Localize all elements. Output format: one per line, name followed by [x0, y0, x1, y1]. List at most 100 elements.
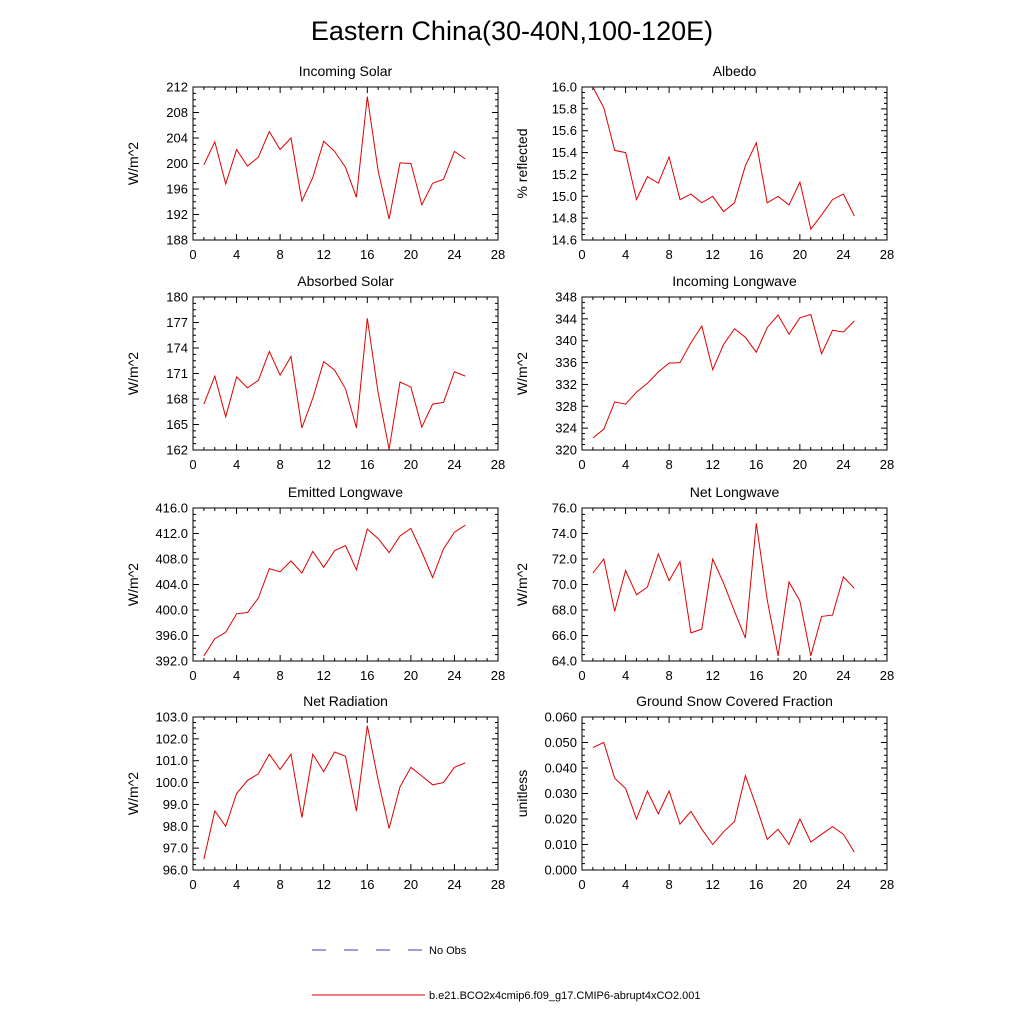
- x-tick-label: 4: [622, 668, 629, 683]
- y-tick-label: 0.050: [544, 735, 577, 750]
- y-tick-label: 204: [166, 131, 188, 146]
- x-tick-label: 24: [447, 457, 461, 472]
- y-tick-label: 70.0: [552, 577, 577, 592]
- y-tick-label: 344: [555, 311, 577, 326]
- series-line: [203, 96, 466, 220]
- x-tick-label: 28: [491, 247, 505, 262]
- legend-model-label: b.e21.BCO2x4cmip6.f09_g17.CMIP6-abrupt4x…: [429, 990, 701, 1002]
- y-tick-label: 168: [166, 392, 188, 407]
- y-tick-label: 14.8: [552, 211, 577, 226]
- y-tick-label: 162: [166, 443, 188, 458]
- x-tick-label: 8: [666, 247, 673, 262]
- y-tick-label: 76.0: [552, 501, 577, 516]
- x-tick-label: 0: [578, 668, 585, 683]
- x-tick-label: 12: [705, 877, 719, 892]
- y-tick-label: 396.0: [155, 628, 188, 643]
- y-tick-label: 96.0: [163, 863, 188, 878]
- chart-panel-0: Incoming Solar 0 4 8 12 16 20 24 28 188 192 196 200 2…: [125, 63, 505, 262]
- x-tick-label: 24: [836, 247, 850, 262]
- x-tick-label: 16: [360, 877, 374, 892]
- x-tick-label: 20: [793, 877, 807, 892]
- y-tick-label: 74.0: [552, 526, 577, 541]
- y-tick-label: 15.2: [552, 167, 577, 182]
- y-tick-label: 392.0: [155, 654, 188, 669]
- y-tick-label: 15.0: [552, 189, 577, 204]
- chart-title: Absorbed Solar: [297, 273, 394, 289]
- x-tick-label: 8: [666, 457, 673, 472]
- y-axis-label: % reflected: [514, 128, 530, 198]
- x-tick-label: 16: [749, 457, 763, 472]
- y-tick-label: 16.0: [552, 80, 577, 95]
- y-tick-label: 208: [166, 105, 188, 120]
- y-axis-label: W/m^2: [125, 772, 141, 815]
- y-tick-label: 412.0: [155, 526, 188, 541]
- x-tick-label: 20: [793, 247, 807, 262]
- x-tick-label: 4: [622, 247, 629, 262]
- y-tick-label: 15.6: [552, 123, 577, 138]
- x-tick-label: 12: [705, 457, 719, 472]
- y-tick-label: 165: [166, 417, 188, 432]
- x-tick-label: 4: [622, 457, 629, 472]
- x-tick-label: 8: [666, 877, 673, 892]
- x-tick-label: 28: [491, 668, 505, 683]
- y-tick-label: 15.8: [552, 101, 577, 116]
- y-tick-label: 72.0: [552, 552, 577, 567]
- legend: No Obs b.e21.BCO2x4cmip6.f09_g17.CMIP6-a…: [312, 945, 701, 1002]
- chart-title: Emitted Longwave: [288, 484, 403, 500]
- x-tick-label: 0: [189, 247, 196, 262]
- y-tick-label: 0.000: [544, 863, 577, 878]
- x-tick-label: 0: [578, 247, 585, 262]
- chart-panel-6: Net Radiation 0 4 8 12 16 20 24 28 96.0 97.0 98.0 99…: [125, 693, 505, 892]
- chart-panel-5: Net Longwave 0 4 8 12 16 20 24 28 64.0 66.0 68.0 70.…: [514, 484, 894, 683]
- x-tick-label: 28: [880, 668, 894, 683]
- chart-title: Net Radiation: [303, 693, 388, 709]
- y-tick-label: 348: [555, 290, 577, 305]
- y-tick-label: 200: [166, 156, 188, 171]
- x-tick-label: 0: [578, 457, 585, 472]
- x-tick-label: 16: [360, 668, 374, 683]
- y-tick-label: 14.6: [552, 233, 577, 248]
- y-tick-label: 0.060: [544, 710, 577, 725]
- y-axis-label: W/m^2: [514, 563, 530, 606]
- chart-title: Ground Snow Covered Fraction: [636, 693, 833, 709]
- chart-title: Albedo: [713, 63, 757, 79]
- y-tick-label: 100.0: [155, 775, 188, 790]
- x-tick-label: 28: [880, 457, 894, 472]
- y-tick-label: 408.0: [155, 552, 188, 567]
- series-line: [592, 523, 855, 657]
- y-tick-label: 174: [166, 341, 188, 356]
- y-tick-label: 0.040: [544, 761, 577, 776]
- x-tick-label: 4: [233, 247, 240, 262]
- x-tick-label: 12: [705, 247, 719, 262]
- y-tick-label: 102.0: [155, 731, 188, 746]
- x-tick-label: 16: [749, 877, 763, 892]
- x-tick-label: 16: [360, 247, 374, 262]
- x-tick-label: 4: [233, 877, 240, 892]
- y-tick-label: 68.0: [552, 603, 577, 618]
- x-tick-label: 8: [666, 668, 673, 683]
- x-tick-label: 28: [880, 877, 894, 892]
- series-line: [592, 86, 855, 231]
- legend-obs-label: No Obs: [429, 945, 467, 957]
- y-tick-label: 212: [166, 80, 188, 95]
- x-tick-label: 24: [447, 877, 461, 892]
- x-tick-label: 12: [316, 877, 330, 892]
- y-tick-label: 340: [555, 333, 577, 348]
- plot-frame: [192, 86, 499, 241]
- y-tick-label: 103.0: [155, 710, 188, 725]
- x-tick-label: 8: [277, 877, 284, 892]
- y-tick-label: 66.0: [552, 628, 577, 643]
- y-tick-label: 180: [166, 290, 188, 305]
- y-tick-label: 0.030: [544, 786, 577, 801]
- y-tick-label: 332: [555, 377, 577, 392]
- series-line: [592, 741, 855, 853]
- x-tick-label: 24: [447, 668, 461, 683]
- x-tick-label: 4: [233, 668, 240, 683]
- x-tick-label: 20: [404, 668, 418, 683]
- y-tick-label: 416.0: [155, 501, 188, 516]
- y-tick-label: 101.0: [155, 753, 188, 768]
- x-tick-label: 20: [404, 877, 418, 892]
- chart-panel-7: Ground Snow Covered Fraction 0 4 8 12 16 20 24 2…: [514, 693, 894, 892]
- y-tick-label: 192: [166, 207, 188, 222]
